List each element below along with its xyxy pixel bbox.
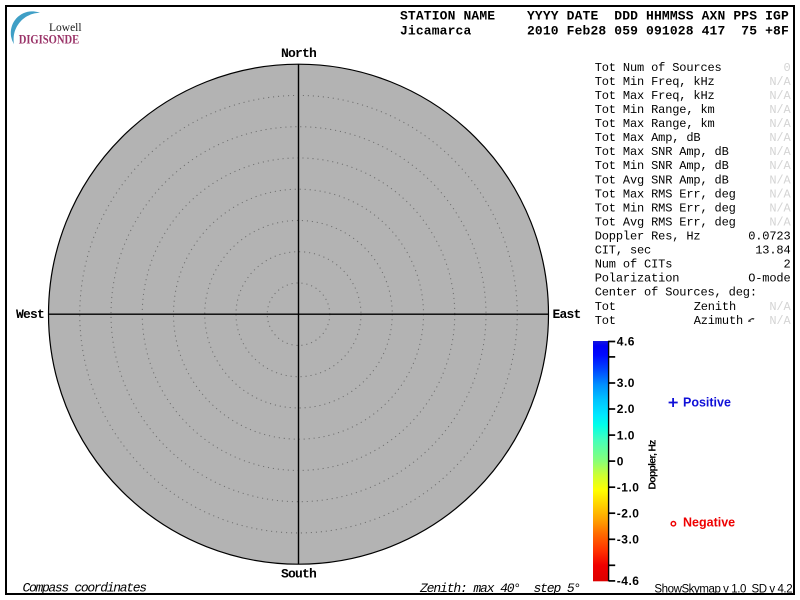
svg-text:Compass coordinates: Compass coordinates [23, 581, 148, 596]
svg-text:N/A: N/A [769, 89, 791, 103]
svg-text:N/A: N/A [769, 314, 791, 328]
svg-text:O-mode: O-mode [748, 272, 790, 286]
svg-text:Tot Num of Sources: Tot Num of Sources [595, 61, 722, 75]
svg-text:N/A: N/A [769, 145, 791, 159]
svg-text:-1.0: -1.0 [617, 480, 640, 494]
svg-text:4.6: 4.6 [617, 335, 635, 349]
svg-text:DIGISONDE: DIGISONDE [19, 33, 79, 47]
svg-text:0: 0 [783, 61, 790, 75]
svg-text:0: 0 [617, 455, 624, 469]
svg-text:ShowSkymap v 1.0 SD v 4.2: ShowSkymap v 1.0 SD v 4.2 [654, 584, 792, 596]
svg-text:Tot Min SNR Amp, dB: Tot Min SNR Amp, dB [595, 159, 729, 173]
svg-text:South: South [281, 567, 317, 582]
svg-text:Positive: Positive [683, 395, 731, 409]
svg-text:Jicamarca 2010 Feb28 059: Jicamarca 2010 Feb28 059 091028 417 75 +… [400, 24, 789, 39]
svg-text:STATION NAME YYYY DATE DDD: STATION NAME YYYY DATE DDD HHMMSS AXN PP… [400, 9, 789, 24]
svg-text:Tot Max RMS Err, deg: Tot Max RMS Err, deg [595, 187, 736, 201]
svg-text:-4.6: -4.6 [617, 574, 640, 588]
svg-text:N/A: N/A [769, 201, 791, 215]
svg-text:Polarization: Polarization [595, 272, 680, 286]
svg-text:Tot Min Freq, kHz: Tot Min Freq, kHz [595, 75, 715, 89]
svg-text:CIT, sec: CIT, sec [595, 244, 651, 258]
svg-text:Tot Min Range, km: Tot Min Range, km [595, 103, 715, 117]
svg-text:Tot Max Range, km: Tot Max Range, km [595, 117, 715, 131]
svg-text:1.0: 1.0 [617, 428, 635, 442]
svg-text:Tot Avg RMS Err, deg: Tot Avg RMS Err, deg [595, 215, 736, 229]
svg-text:Zenith: max 40° step 5°: Zenith: max 40° step 5° [419, 581, 581, 596]
svg-text:Tot: Tot [595, 314, 616, 328]
svg-text:Tot Max SNR Amp, dB: Tot Max SNR Amp, dB [595, 145, 729, 159]
svg-text:Negative: Negative [683, 515, 735, 529]
svg-text:N/A: N/A [769, 131, 791, 145]
svg-text:-2.0: -2.0 [617, 506, 640, 520]
svg-text:West: West [16, 307, 44, 322]
svg-text:Tot: Tot [595, 300, 616, 314]
svg-text:N/A: N/A [769, 117, 791, 131]
svg-text:Tot Max Freq, kHz: Tot Max Freq, kHz [595, 89, 715, 103]
svg-text:Tot Min RMS Err, deg: Tot Min RMS Err, deg [595, 201, 736, 215]
svg-text:N/A: N/A [769, 75, 791, 89]
svg-text:Lowell: Lowell [49, 22, 82, 34]
svg-text:N/A: N/A [769, 159, 791, 173]
svg-text:North: North [281, 46, 317, 61]
svg-text:13.84: 13.84 [755, 244, 790, 258]
svg-text:N/A: N/A [769, 300, 791, 314]
svg-text:2.0: 2.0 [617, 402, 635, 416]
svg-text:Num of CITs: Num of CITs [595, 258, 673, 272]
svg-text:Zenith: Zenith [694, 300, 736, 314]
svg-text:Center of Sources, deg:: Center of Sources, deg: [595, 286, 757, 300]
svg-text:East: East [553, 307, 581, 322]
svg-text:Doppler Res, Hz: Doppler Res, Hz [595, 230, 701, 244]
svg-text:2: 2 [783, 258, 790, 272]
svg-text:N/A: N/A [769, 187, 791, 201]
svg-text:-3.0: -3.0 [617, 533, 640, 547]
svg-text:Tot Max Amp, dB: Tot Max Amp, dB [595, 131, 701, 145]
svg-text:0.0723: 0.0723 [748, 230, 790, 244]
svg-text:N/A: N/A [769, 173, 791, 187]
svg-text:Doppler, Hz: Doppler, Hz [647, 440, 659, 490]
svg-text:N/A: N/A [769, 215, 791, 229]
svg-text:3.0: 3.0 [617, 376, 635, 390]
svg-text:Tot Avg SNR Amp, dB: Tot Avg SNR Amp, dB [595, 173, 729, 187]
svg-text:Azimuth: Azimuth [694, 314, 743, 328]
svg-text:N/A: N/A [769, 103, 791, 117]
